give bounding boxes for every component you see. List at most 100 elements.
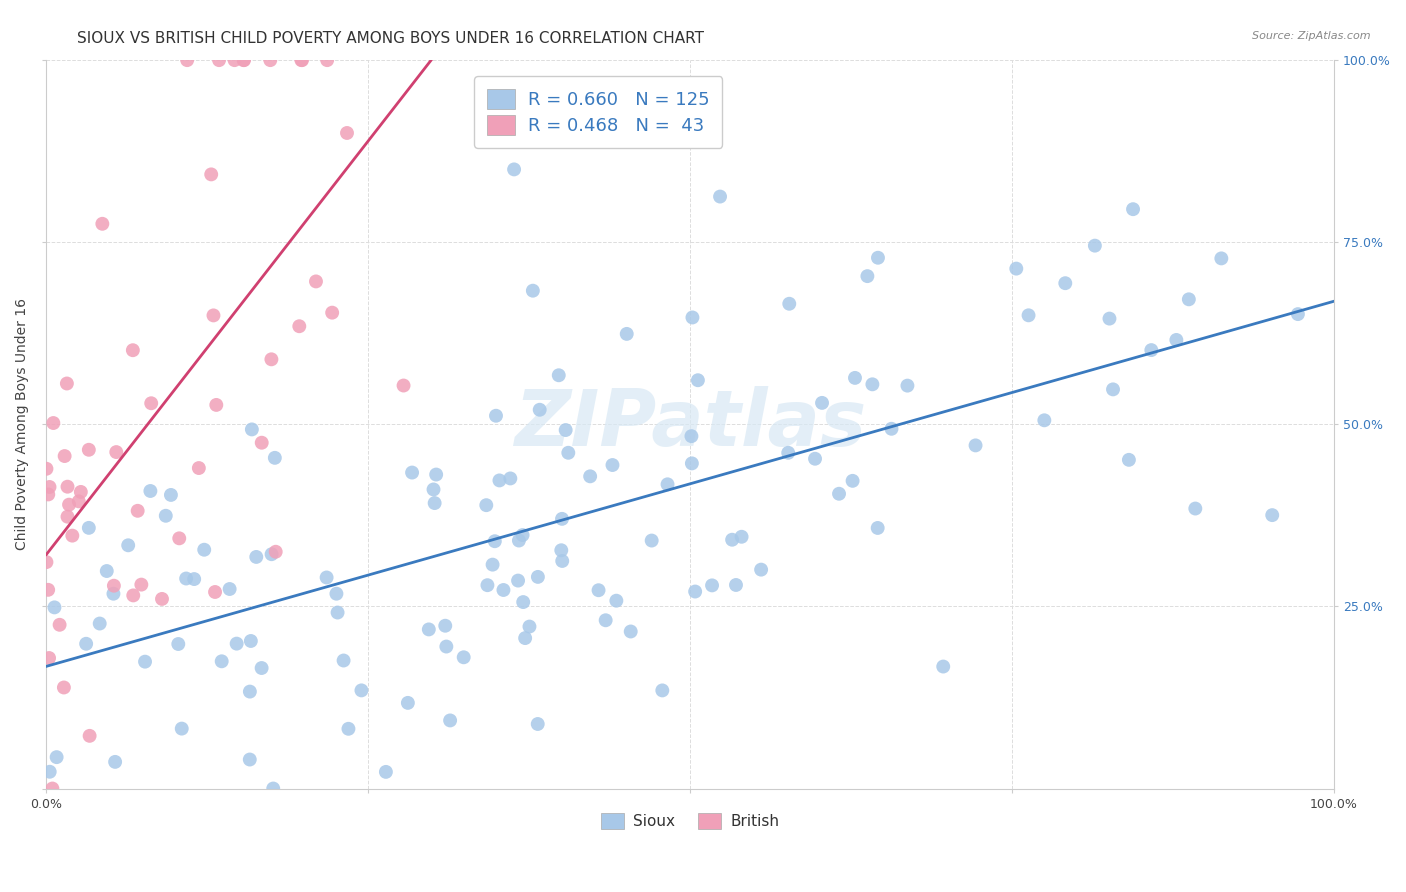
Point: [453, 650, 475, 665]
Point: [79, 729, 101, 743]
Point: [811, 396, 834, 410]
Point: [730, 530, 752, 544]
Point: [683, 584, 706, 599]
Point: [104, 755, 127, 769]
Point: [620, 624, 643, 639]
Point: [103, 579, 125, 593]
Point: [37, 582, 59, 597]
Point: [263, 450, 285, 465]
Point: [58, 498, 80, 512]
Point: [392, 378, 415, 392]
Point: [401, 466, 423, 480]
Point: [290, 53, 312, 67]
Text: SIOUX VS BRITISH CHILD POVERTY AMONG BOYS UNDER 16 CORRELATION CHART: SIOUX VS BRITISH CHILD POVERTY AMONG BOY…: [77, 31, 704, 46]
Point: [122, 588, 145, 602]
Point: [724, 578, 747, 592]
Point: [527, 570, 550, 584]
Point: [183, 572, 205, 586]
Point: [35, 462, 58, 476]
Point: [896, 378, 918, 392]
Point: [52, 681, 75, 695]
Point: [208, 53, 231, 67]
Point: [860, 377, 883, 392]
Point: [291, 53, 314, 67]
Point: [121, 343, 143, 358]
Point: [1018, 308, 1040, 322]
Point: [526, 717, 548, 731]
Point: [134, 655, 156, 669]
Point: [69, 484, 91, 499]
Point: [262, 781, 284, 796]
Point: [53, 449, 76, 463]
Point: [880, 422, 903, 436]
Point: [38, 480, 60, 494]
Point: [202, 309, 225, 323]
Point: [605, 593, 627, 607]
Point: [1184, 501, 1206, 516]
Point: [250, 435, 273, 450]
Point: [332, 653, 354, 667]
Point: [749, 563, 772, 577]
Point: [503, 162, 526, 177]
Point: [187, 461, 209, 475]
Point: [96, 564, 118, 578]
Point: [841, 474, 863, 488]
Point: [965, 438, 987, 452]
Point: [700, 578, 723, 592]
Point: [75, 637, 97, 651]
Point: [350, 683, 373, 698]
Point: [105, 445, 128, 459]
Point: [434, 618, 457, 632]
Point: [233, 53, 256, 67]
Point: [434, 640, 457, 654]
Point: [155, 508, 177, 523]
Point: [288, 319, 311, 334]
Point: [325, 587, 347, 601]
Point: [264, 545, 287, 559]
Point: [519, 619, 541, 633]
Point: [259, 53, 281, 67]
Point: [423, 496, 446, 510]
Point: [515, 631, 537, 645]
Point: [77, 442, 100, 457]
Text: ZIPatlas: ZIPatlas: [515, 386, 866, 462]
Point: [160, 488, 183, 502]
Point: [477, 578, 499, 592]
Point: [422, 483, 444, 497]
Point: [176, 53, 198, 67]
Point: [218, 582, 240, 596]
Point: [866, 251, 889, 265]
Point: [856, 269, 879, 284]
Point: [193, 542, 215, 557]
Point: [315, 570, 337, 584]
Point: [205, 398, 228, 412]
Point: [1098, 311, 1121, 326]
Point: [77, 521, 100, 535]
Point: [224, 53, 246, 67]
Point: [681, 429, 703, 443]
Point: [804, 451, 827, 466]
Point: [204, 585, 226, 599]
Point: [1211, 252, 1233, 266]
Point: [260, 352, 283, 367]
Point: [239, 634, 262, 648]
Point: [512, 528, 534, 542]
Point: [239, 752, 262, 766]
Point: [139, 483, 162, 498]
Point: [1122, 202, 1144, 217]
Point: [485, 409, 508, 423]
Point: [1140, 343, 1163, 357]
Point: [554, 423, 576, 437]
Point: [550, 543, 572, 558]
Point: [174, 572, 197, 586]
Point: [89, 616, 111, 631]
Point: [337, 722, 360, 736]
Point: [326, 606, 349, 620]
Point: [321, 306, 343, 320]
Point: [260, 547, 283, 561]
Point: [709, 189, 731, 203]
Point: [481, 558, 503, 572]
Point: [396, 696, 419, 710]
Y-axis label: Child Poverty Among Boys Under 16: Child Poverty Among Boys Under 16: [15, 298, 30, 550]
Point: [641, 533, 664, 548]
